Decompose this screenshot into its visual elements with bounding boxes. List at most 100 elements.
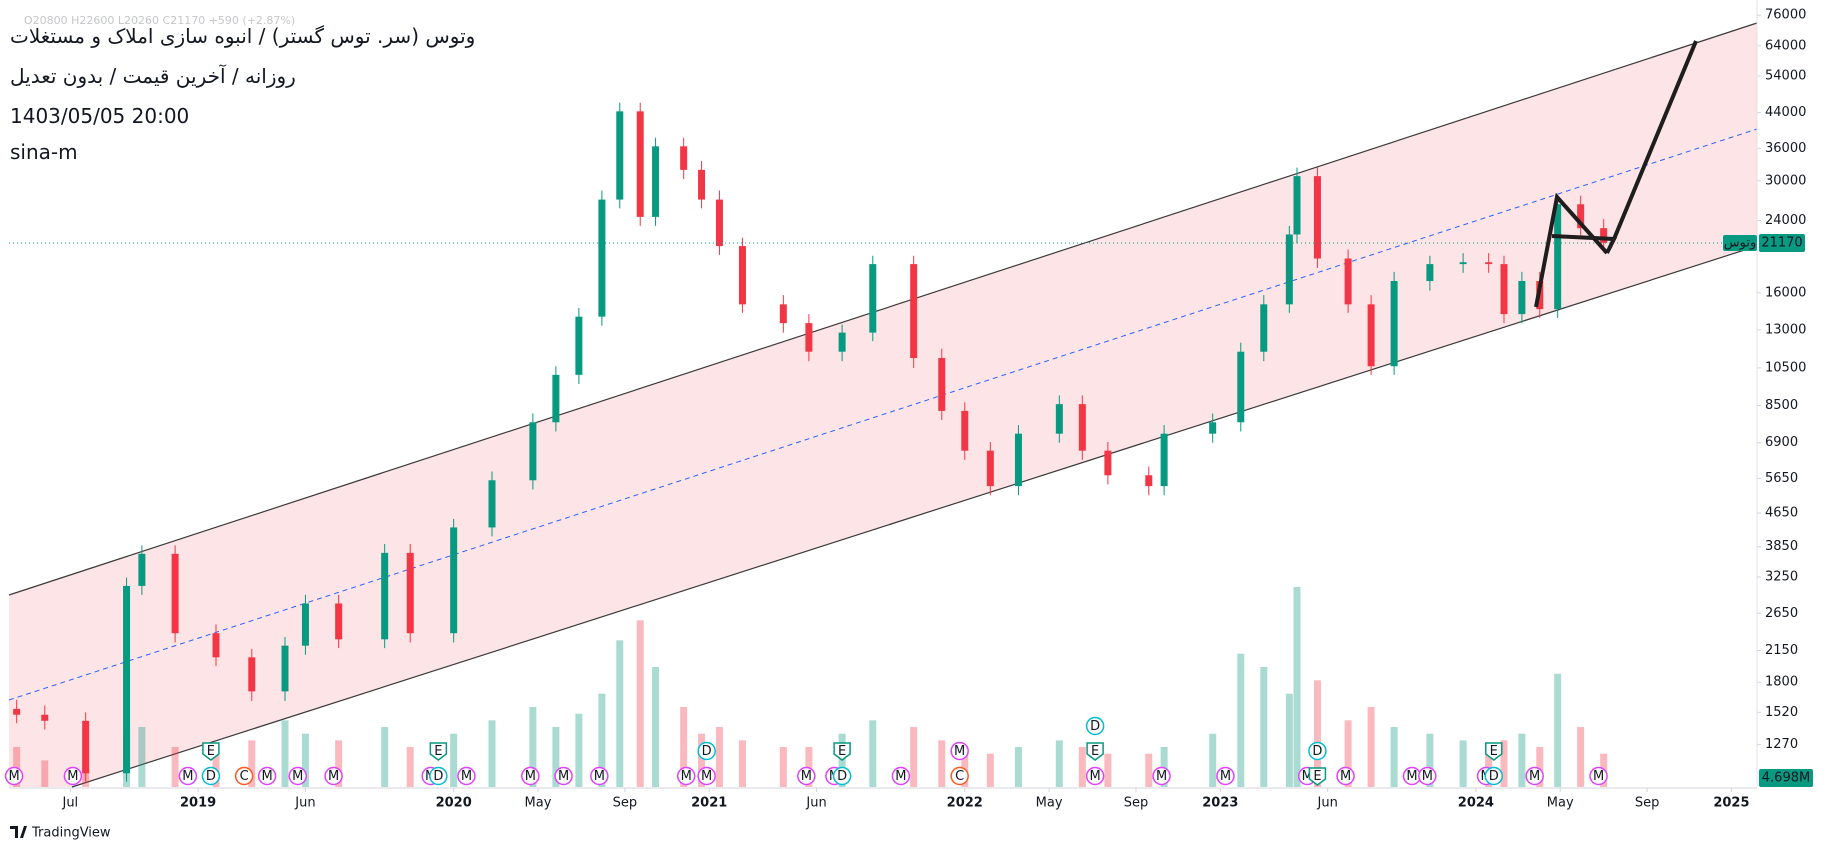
candle-body xyxy=(598,199,606,317)
y-tick-label: 3250 xyxy=(1765,569,1798,584)
event-marker xyxy=(950,766,969,786)
event-marker xyxy=(1418,766,1437,786)
candle-body xyxy=(248,657,256,692)
x-tick-label: May xyxy=(525,796,552,811)
volume-bar xyxy=(406,747,414,787)
event-label: D xyxy=(702,744,712,759)
candle-body xyxy=(1518,280,1526,315)
logo: TradingView xyxy=(10,826,111,841)
volume-bar xyxy=(1500,740,1508,787)
x-tick-label: 2022 xyxy=(947,796,983,811)
event-label: M xyxy=(67,769,78,784)
candle-body xyxy=(1285,234,1293,305)
volume-bar xyxy=(1293,587,1301,787)
event-label: E xyxy=(1313,769,1321,784)
volume-bar xyxy=(381,727,389,787)
event-label: E xyxy=(1091,744,1099,759)
event-label: M xyxy=(1406,769,1417,784)
event-label: D xyxy=(837,769,847,784)
y-tick-label: 8500 xyxy=(1765,398,1798,413)
candle-body xyxy=(1293,176,1301,235)
volume-bar xyxy=(1390,727,1398,787)
event-marker xyxy=(1336,766,1355,786)
event-label: M xyxy=(292,769,303,784)
symbol-box xyxy=(1723,234,1757,251)
event-marker xyxy=(1086,742,1104,761)
event-marker xyxy=(833,742,851,761)
candle-body xyxy=(1160,433,1168,487)
event-label: C xyxy=(240,769,249,784)
event-marker xyxy=(457,766,476,786)
event-label: M xyxy=(525,769,536,784)
event-label: M xyxy=(701,769,712,784)
event-marker xyxy=(676,766,696,786)
candle-body xyxy=(910,264,918,359)
x-tick-label: May xyxy=(1547,796,1574,811)
y-tick-label: 64000 xyxy=(1765,38,1806,53)
event-marker xyxy=(797,766,816,786)
candle-body xyxy=(636,111,644,217)
candle-body xyxy=(1344,258,1352,305)
candle-body xyxy=(1260,304,1268,352)
candle-body xyxy=(1554,204,1562,310)
event-label: E xyxy=(1490,744,1498,759)
volume-bar xyxy=(301,733,309,787)
volume-bar xyxy=(1485,747,1493,787)
candle-body xyxy=(488,480,496,528)
author: sina-m xyxy=(10,140,78,164)
candle-body xyxy=(552,374,560,423)
event-marker xyxy=(202,742,220,761)
event-marker xyxy=(950,741,969,761)
candle-body xyxy=(1500,264,1508,315)
event-marker xyxy=(257,766,277,786)
last-price-box xyxy=(1759,233,1805,252)
volume-bar xyxy=(680,707,688,787)
event-marker xyxy=(4,766,24,786)
volume-box xyxy=(1759,769,1813,787)
candle-body xyxy=(406,552,414,634)
volume-bar xyxy=(552,727,560,787)
volume-bar xyxy=(1344,720,1352,787)
candle-body xyxy=(301,603,309,646)
y-tick-label: 44000 xyxy=(1765,105,1806,120)
marks: 1270 1520 1800 2150 2650 3250 3850 4650 5650 6900… xyxy=(4,8,1813,811)
volume-bar xyxy=(961,747,969,787)
event-marker xyxy=(1589,766,1608,786)
event-label: M xyxy=(681,769,692,784)
event-marker xyxy=(1085,716,1105,736)
volume-bar xyxy=(281,720,289,787)
event-label: D xyxy=(206,769,216,784)
volume-bar xyxy=(738,740,746,787)
volume-bar xyxy=(138,727,146,787)
candle-body xyxy=(450,527,458,634)
event-marker xyxy=(832,766,852,786)
volume-bar xyxy=(779,747,787,787)
channel-upper xyxy=(8,22,1758,596)
target-arrow xyxy=(1612,40,1698,240)
y-tick-label: 6900 xyxy=(1765,435,1798,450)
event-marker xyxy=(429,742,448,761)
watermark: TradingView xyxy=(31,826,111,841)
event-label: M xyxy=(594,769,605,784)
y-tick-label: 2150 xyxy=(1765,643,1798,658)
x-tick-label: 2023 xyxy=(1202,796,1238,811)
date-label: 1403/05/05 20:00 xyxy=(10,104,190,128)
y-tick-label: 1800 xyxy=(1765,675,1798,690)
ohlc-legend: O20800 H22600 L20260 C21170 +590 (+2.87%… xyxy=(24,14,296,27)
y-tick-label: 1520 xyxy=(1765,705,1798,720)
y-tick-label: 10500 xyxy=(1765,360,1806,375)
x-tick-label: Sep xyxy=(1124,796,1149,811)
candle-body xyxy=(381,552,389,640)
volume-bar xyxy=(171,747,179,787)
channel-mid xyxy=(8,128,1758,701)
candle-body xyxy=(41,714,49,721)
event-marker xyxy=(288,766,308,786)
volume-bar xyxy=(1367,707,1375,787)
volume-bar xyxy=(1459,740,1467,787)
candle-body xyxy=(171,553,179,634)
candle-body xyxy=(838,332,846,352)
y-tick-label: 16000 xyxy=(1765,285,1806,300)
event-marker xyxy=(201,766,221,786)
volume-bar xyxy=(1160,747,1168,787)
candle-body xyxy=(1367,304,1375,367)
